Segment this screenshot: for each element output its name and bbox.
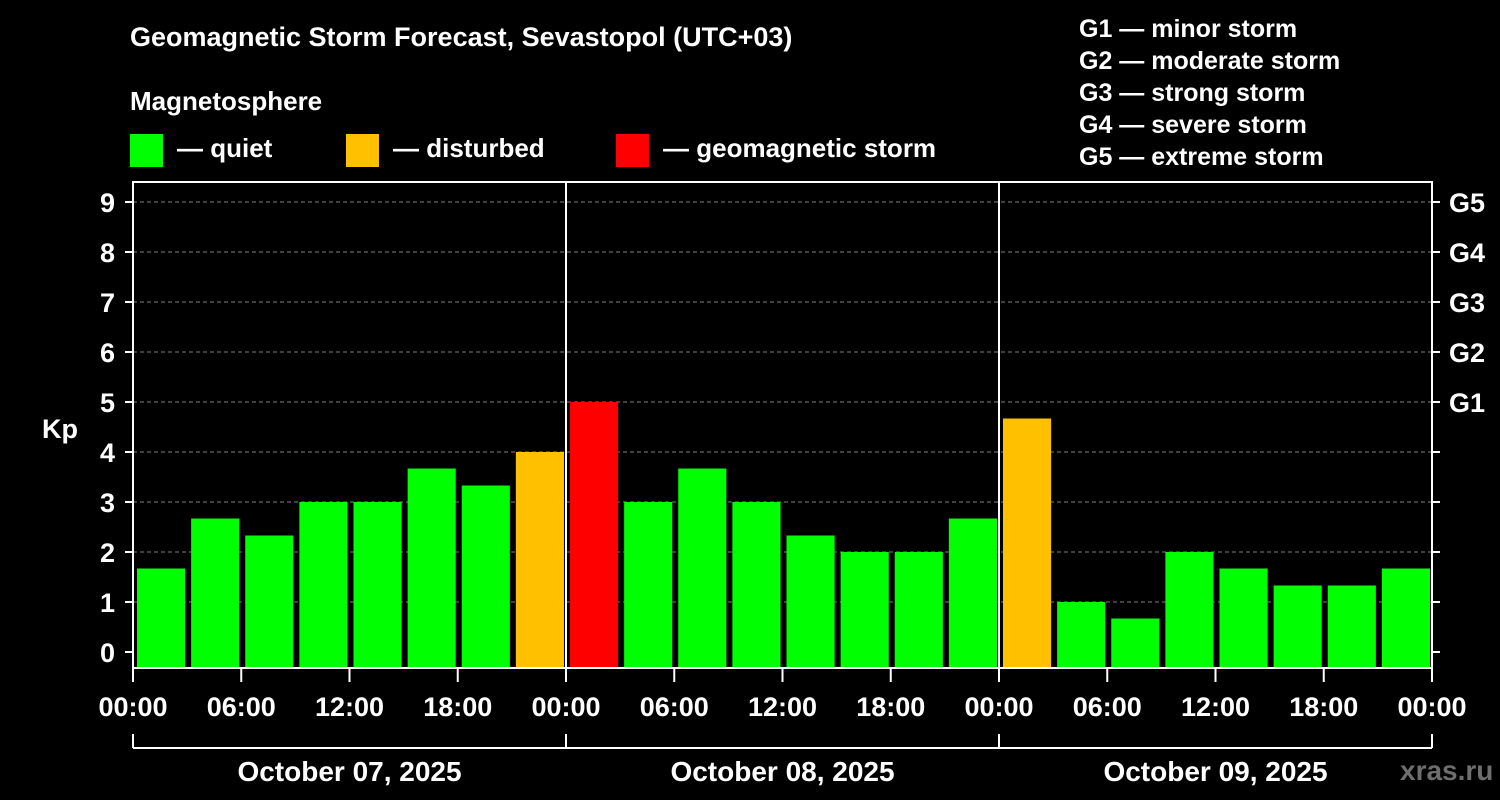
disturbed-legend-label: — disturbed	[393, 133, 545, 163]
x-tick-label: 18:00	[423, 692, 492, 722]
g-scale-label: G3	[1449, 288, 1485, 318]
chart-title: Geomagnetic Storm Forecast, Sevastopol (…	[130, 22, 793, 52]
kp-bar-0	[137, 568, 186, 668]
kp-bar-13	[840, 552, 889, 668]
kp-bar-5	[407, 468, 456, 668]
kp-bar-11	[732, 502, 781, 668]
kp-bar-6	[461, 485, 510, 668]
y-tick-label: 0	[100, 638, 115, 668]
y-tick-label: 6	[100, 338, 115, 368]
kp-bar-3	[299, 502, 348, 668]
x-tick-label: 18:00	[1289, 692, 1358, 722]
x-tick-label: 06:00	[1073, 692, 1142, 722]
kp-bar-8	[570, 402, 619, 668]
quiet-legend-label: — quiet	[177, 133, 273, 163]
g3-legend: G3 — strong storm	[1079, 79, 1306, 107]
kp-bar-18	[1111, 618, 1160, 668]
x-tick-label: 12:00	[748, 692, 817, 722]
kp-bar-22	[1327, 585, 1376, 668]
x-tick-label: 12:00	[1181, 692, 1250, 722]
storm-swatch	[616, 134, 649, 167]
kp-bar-10	[678, 468, 727, 668]
kp-bar-4	[353, 502, 402, 668]
x-tick-label: 06:00	[207, 692, 276, 722]
day-label: October 08, 2025	[670, 756, 894, 787]
kp-bar-17	[1057, 602, 1106, 668]
x-tick-label: 00:00	[98, 692, 167, 722]
y-tick-label: 7	[100, 288, 115, 318]
x-tick-label: 18:00	[856, 692, 925, 722]
kp-bar-12	[786, 535, 835, 668]
x-tick-label: 00:00	[531, 692, 600, 722]
magnetosphere-heading: Magnetosphere	[130, 86, 323, 116]
y-tick-label: 4	[100, 438, 115, 468]
x-tick-label: 00:00	[1397, 692, 1466, 722]
kp-bar-2	[245, 535, 294, 668]
x-tick-label: 06:00	[640, 692, 709, 722]
kp-bar-1	[191, 518, 240, 668]
kp-bar-20	[1219, 568, 1268, 668]
g5-legend: G5 — extreme storm	[1079, 143, 1324, 171]
g-scale-label: G2	[1449, 338, 1485, 368]
y-tick-label: 1	[100, 588, 115, 618]
y-tick-label: 9	[100, 188, 115, 218]
kp-bar-19	[1165, 552, 1214, 668]
kp-bar-16	[1003, 418, 1052, 668]
watermark: xras.ru	[1400, 755, 1494, 786]
disturbed-swatch	[346, 134, 379, 167]
g4-legend: G4 — severe storm	[1079, 111, 1307, 139]
day-label: October 09, 2025	[1103, 756, 1327, 787]
y-tick-label: 2	[100, 538, 115, 568]
g2-legend: G2 — moderate storm	[1079, 47, 1341, 75]
kp-bar-7	[515, 452, 564, 668]
y-tick-label: 3	[100, 488, 115, 518]
g-scale-label: G1	[1449, 388, 1485, 418]
kp-bar-21	[1273, 585, 1322, 668]
kp-bar-14	[894, 552, 943, 668]
storm-legend-label: — geomagnetic storm	[663, 133, 937, 163]
y-axis-label: Kp	[42, 414, 78, 444]
g-scale-label: G4	[1449, 238, 1485, 268]
x-tick-label: 00:00	[964, 692, 1033, 722]
day-label: October 07, 2025	[237, 756, 461, 787]
y-tick-label: 5	[100, 388, 115, 418]
y-tick-label: 8	[100, 238, 115, 268]
kp-bar-15	[948, 518, 997, 668]
kp-bar-9	[624, 502, 673, 668]
g-scale-label: G5	[1449, 188, 1485, 218]
g1-legend: G1 — minor storm	[1079, 15, 1298, 43]
quiet-swatch	[130, 134, 163, 167]
x-tick-label: 12:00	[315, 692, 384, 722]
kp-bar-23	[1381, 568, 1430, 668]
